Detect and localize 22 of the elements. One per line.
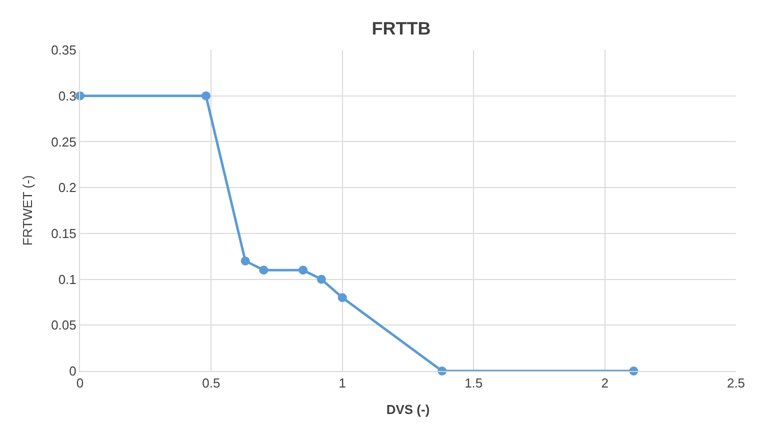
point [259,266,268,275]
y-tick-label: 0.05 [51,318,76,333]
x-tick-label: 2 [601,376,608,391]
y-tick-label: 0 [69,364,76,379]
y-tick-label: 0.25 [51,134,76,150]
point [316,274,326,284]
point [240,256,250,266]
y-tick-label: 0.3 [58,88,76,104]
y-tick-label: 0.1 [58,272,76,287]
x-tick-label: 2.5 [726,376,746,391]
x-tick-label: 1.5 [464,376,483,391]
chart-title: FRTTB [372,18,431,38]
point [338,293,347,302]
y-tick-label: 0.2 [58,180,76,196]
x-axis-title: DVS (-) [386,402,430,418]
point [201,91,210,100]
y-axis-title: FRTWET (-) [20,175,36,246]
y-tick-label: 0.15 [51,226,76,241]
point [298,266,308,275]
x-tick-label: 1 [338,376,346,391]
y-tick-label: 0.35 [51,42,76,58]
x-tick-label: 0.5 [202,376,220,391]
